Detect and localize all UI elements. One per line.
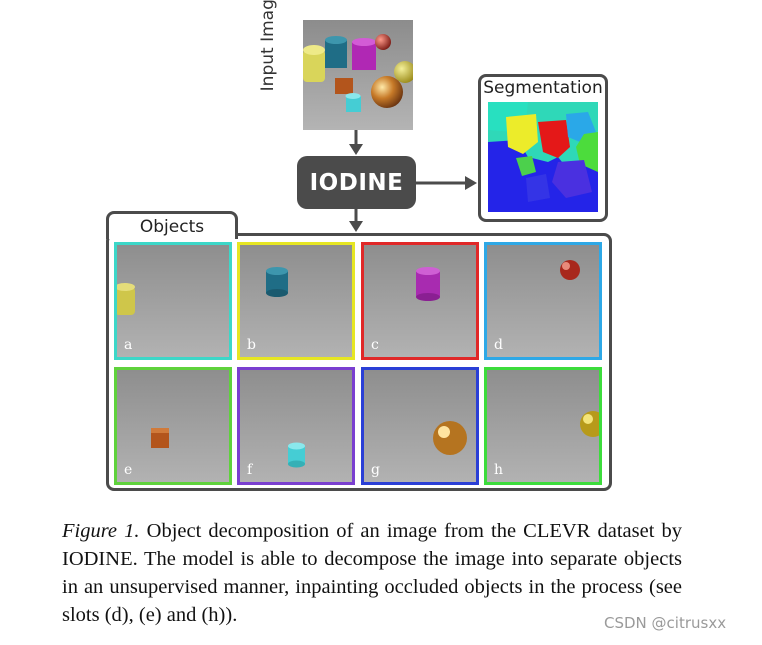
segmentation-title: Segmentation xyxy=(483,78,603,98)
objects-panel xyxy=(106,233,612,491)
slot-letter: h xyxy=(494,462,504,478)
slot-image xyxy=(487,245,599,357)
object-slot-d: d xyxy=(484,242,602,360)
input-image xyxy=(303,20,413,130)
object-slot-e: e xyxy=(114,367,232,485)
slot-letter: b xyxy=(247,337,256,353)
arrow-input-to-model xyxy=(349,144,363,155)
object-slot-h: h xyxy=(484,367,602,485)
slot-image xyxy=(487,370,599,482)
slot-letter: d xyxy=(494,337,503,353)
slot-image xyxy=(364,370,476,482)
object-slot-b: b xyxy=(237,242,355,360)
slot-letter: c xyxy=(371,337,379,353)
slot-letter: g xyxy=(371,462,380,478)
objects-title: Objects xyxy=(106,211,238,239)
object-slot-g: g xyxy=(361,367,479,485)
figure-caption: Figure 1. Object decomposition of an ima… xyxy=(62,517,682,629)
slot-image xyxy=(117,245,229,357)
object-slot-f: f xyxy=(237,367,355,485)
caption-text: Object decomposition of an image from th… xyxy=(62,520,682,626)
slot-image xyxy=(240,245,352,357)
object-slot-c: c xyxy=(361,242,479,360)
slot-letter: a xyxy=(124,337,133,353)
caption-figure-number: Figure 1. xyxy=(62,520,140,542)
slot-image xyxy=(117,370,229,482)
slot-letter: f xyxy=(247,462,253,478)
arrow-model-to-segmentation xyxy=(465,176,477,190)
object-slot-a: a xyxy=(114,242,232,360)
slot-image xyxy=(364,245,476,357)
iodine-model-box: IODINE xyxy=(297,156,416,209)
slot-image xyxy=(240,370,352,482)
watermark: CSDN @citrusxx xyxy=(604,614,727,632)
segmentation-panel: Segmentation xyxy=(478,74,608,222)
slot-letter: e xyxy=(124,462,133,478)
arrow-model-to-objects xyxy=(349,221,363,232)
segmentation-map xyxy=(488,102,598,212)
